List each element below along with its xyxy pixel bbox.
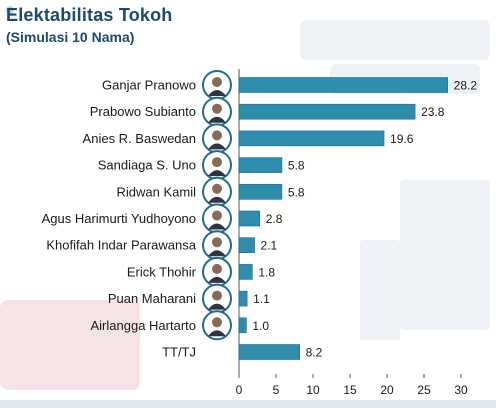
- avatar-head: [212, 77, 222, 87]
- bar: [238, 77, 448, 93]
- category-label: Ganjar Pranowo: [102, 78, 196, 93]
- bottom-band: [0, 400, 496, 408]
- bar: [238, 210, 261, 227]
- value-label: 28.2: [454, 79, 478, 93]
- avatar-head: [212, 130, 222, 141]
- avatar-body: [208, 330, 226, 337]
- person-photo-icon: [202, 203, 232, 234]
- category-label: Ridwan Kamil: [117, 184, 197, 199]
- x-tick-label: 0: [236, 383, 243, 397]
- value-label: 5.8: [288, 185, 305, 199]
- chart-subtitle: (Simulasi 10 Nama): [6, 29, 135, 45]
- title-bullet-icon: [6, 6, 14, 14]
- bar: [238, 103, 416, 120]
- chart-title: Elektabilitas Tokoh: [6, 5, 173, 25]
- avatar-head: [212, 210, 222, 221]
- person-photo-icon: [202, 150, 232, 181]
- value-label: 2.1: [261, 239, 278, 253]
- bar: [238, 237, 255, 253]
- category-label: Airlangga Hartarto: [91, 318, 197, 333]
- person-photo-icon: [202, 70, 232, 100]
- category-label: Agus Harimurti Yudhoyono: [42, 211, 196, 226]
- category-label: Sandiaga S. Uno: [98, 158, 196, 173]
- x-tick-label: 30: [454, 383, 468, 397]
- x-tick-label: 25: [417, 383, 431, 397]
- category-label: Prabowo Subianto: [90, 104, 196, 119]
- avatar-body: [208, 143, 226, 150]
- value-label: 5.8: [288, 159, 305, 173]
- value-label: 19.6: [390, 132, 414, 146]
- avatar-head: [212, 290, 222, 301]
- person-photo-icon: [202, 96, 232, 127]
- avatar-body: [208, 303, 226, 310]
- avatar-head: [212, 317, 222, 328]
- person-photo-icon: [202, 256, 232, 287]
- avatar-body: [208, 223, 226, 230]
- bar: [238, 317, 247, 334]
- avatar-head: [212, 157, 222, 168]
- bar: [238, 130, 385, 147]
- bar: [238, 157, 283, 173]
- person-photo-icon: [202, 176, 232, 207]
- value-label: 1.1: [253, 292, 270, 306]
- value-label: 23.8: [421, 105, 445, 119]
- x-tick-label: 20: [380, 383, 394, 397]
- value-label: 1.0: [252, 319, 269, 333]
- bar: [238, 290, 248, 307]
- avatar-body: [208, 90, 226, 96]
- category-label: Erick Thohir: [127, 264, 197, 279]
- value-label: 1.8: [258, 265, 275, 279]
- person-photo-icon: [202, 310, 232, 341]
- avatar-head: [212, 263, 222, 274]
- person-photo-icon: [202, 230, 232, 261]
- category-label: Khofifah Indar Parawansa: [46, 238, 196, 253]
- x-tick-label: 5: [273, 383, 280, 397]
- avatar-head: [212, 183, 222, 194]
- avatar-body: [208, 276, 226, 283]
- category-label: Anies R. Baswedan: [83, 131, 196, 146]
- x-tick-label: 10: [306, 383, 320, 397]
- bar: [238, 264, 253, 280]
- x-tick-label: 15: [343, 383, 357, 397]
- avatar-body: [208, 250, 226, 257]
- value-label: 8.2: [306, 346, 323, 360]
- bar: [238, 184, 283, 200]
- value-label: 2.8: [266, 212, 283, 226]
- avatar-body: [208, 170, 226, 177]
- person-photo-icon: [202, 123, 232, 154]
- person-photo-icon: [202, 283, 232, 314]
- category-label: Puan Maharani: [108, 291, 196, 306]
- category-label: TT/TJ: [162, 345, 196, 360]
- avatar-body: [208, 116, 226, 123]
- avatar-head: [212, 237, 222, 248]
- avatar-body: [208, 196, 226, 203]
- avatar-head: [212, 103, 222, 114]
- bar: [238, 344, 300, 360]
